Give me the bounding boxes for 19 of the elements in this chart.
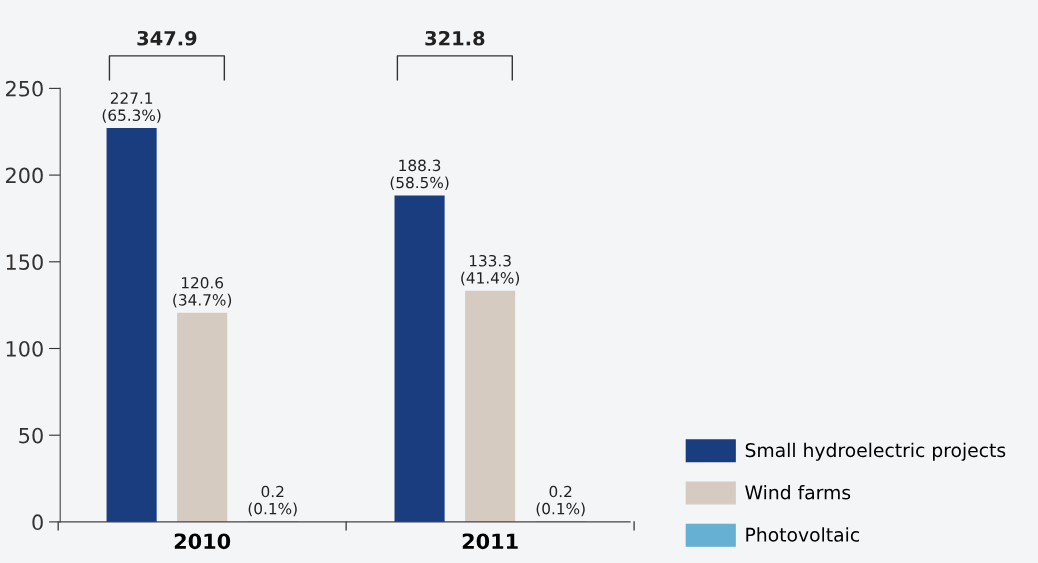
y-tick-label: 0 <box>32 514 43 531</box>
data-label: 133.3 (41.4%) <box>461 254 520 286</box>
text: 321.8 <box>425 30 485 46</box>
y-tick-label: 250 <box>5 80 43 97</box>
text: 347.9 <box>137 30 197 46</box>
legend-label: Wind farms <box>745 485 851 500</box>
data-label: 0.2 (0.1%) <box>536 485 585 517</box>
data-label: 227.1 (65.3%) <box>102 92 161 123</box>
y-tick-label: 50 <box>19 427 43 444</box>
legend-label: Photovoltaic <box>746 527 859 542</box>
y-tick-label: 200 <box>5 167 43 184</box>
data-label: 188.3 (58.5%) <box>390 159 449 191</box>
y-tick-label: 150 <box>6 254 43 271</box>
data-label: 0.2 (0.1%) <box>248 485 297 517</box>
x-tick-label: 2011 <box>462 533 518 550</box>
y-tick-label: 100 <box>6 340 43 357</box>
data-label: 120.6 (34.7%) <box>173 276 232 308</box>
x-tick-label: 2010 <box>174 533 231 550</box>
legend-label: Small hydroelectric projects <box>745 442 1006 461</box>
